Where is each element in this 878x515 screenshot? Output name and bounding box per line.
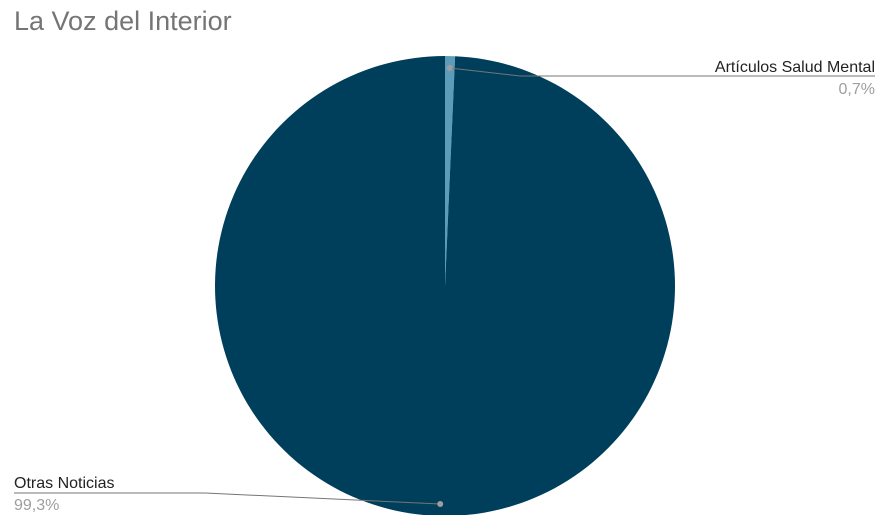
slice-label-1: Artículos Salud Mental <box>715 59 875 76</box>
slice-label-2: Otras Noticias <box>14 475 114 492</box>
leader-line-2 <box>14 492 441 505</box>
leader-line-1 <box>449 67 875 77</box>
chart-title: La Voz del Interior <box>14 6 232 36</box>
leader-dot-1 <box>446 65 453 72</box>
slice-value-2: 99,3% <box>14 497 59 514</box>
slice-value-1: 0,7% <box>839 81 875 98</box>
leader-dot-2 <box>437 500 444 507</box>
pie-slice-1 <box>445 56 456 286</box>
pie-slice-2 <box>215 56 675 515</box>
